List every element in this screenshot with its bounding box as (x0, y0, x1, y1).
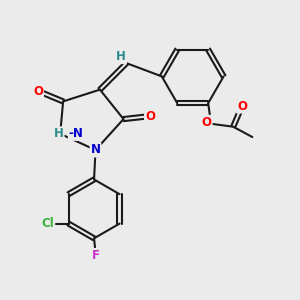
Text: F: F (92, 249, 100, 262)
Text: O: O (237, 100, 247, 112)
Text: O: O (33, 85, 43, 98)
Text: O: O (202, 116, 212, 129)
Text: H: H (116, 50, 126, 63)
Text: Cl: Cl (42, 217, 54, 230)
Text: O: O (145, 110, 155, 123)
Text: N: N (91, 143, 100, 157)
Text: H: H (54, 127, 64, 140)
Text: -N: -N (68, 127, 83, 140)
